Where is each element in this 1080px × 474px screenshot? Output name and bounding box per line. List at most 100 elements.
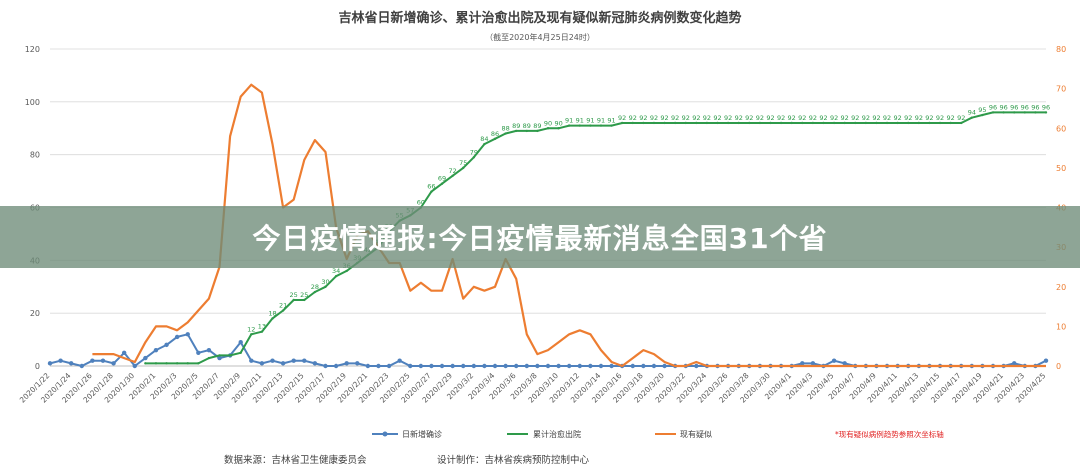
cured-point: [1023, 111, 1027, 114]
cured-point: [462, 166, 465, 170]
cured-data-label: 92: [830, 114, 838, 122]
daily-new-point: [662, 363, 667, 369]
cured-data-label: 92: [703, 114, 711, 122]
daily-new-point: [461, 363, 466, 369]
daily-new-point: [323, 363, 328, 369]
cured-data-label: 79: [470, 148, 478, 156]
cured-point: [483, 142, 486, 146]
y-left-tick-label: 120: [25, 45, 40, 54]
cured-point: [779, 121, 783, 125]
cured-data-label: 92: [618, 114, 626, 122]
cured-data-label: 92: [660, 114, 668, 122]
daily-new-point: [143, 355, 148, 361]
footer-source: 数据来源：吉林省卫生健康委员会: [224, 454, 367, 466]
daily-new-point: [694, 363, 699, 369]
cured-point: [716, 121, 719, 125]
daily-new-point: [164, 342, 169, 348]
cured-data-label: 92: [682, 114, 690, 122]
cured-data-label: 91: [576, 117, 584, 125]
cured-point: [769, 121, 772, 125]
cured-data-label: 84: [480, 135, 488, 143]
daily-new-point: [630, 363, 635, 369]
cured-point: [960, 121, 963, 125]
cured-data-label: 92: [724, 114, 732, 122]
daily-new-point: [577, 363, 582, 369]
daily-new-point: [408, 363, 413, 369]
daily-new-point: [450, 363, 455, 369]
cured-data-label: 92: [713, 114, 721, 122]
cured-data-label: 86: [491, 130, 499, 138]
cured-data-label: 89: [523, 122, 531, 130]
headline-banner: 今日疫情通报:今日疫情最新消息全国31个省: [0, 206, 1080, 268]
daily-new-point: [588, 363, 593, 369]
daily-new-point: [333, 363, 339, 369]
cured-point: [854, 121, 857, 125]
series-line-2: [92, 83, 1046, 368]
cured-data-label: 89: [533, 122, 541, 130]
cured-data-label: 92: [894, 114, 902, 122]
cured-data-label: 92: [915, 114, 923, 122]
daily-new-point: [280, 361, 286, 366]
cured-data-label: 92: [650, 114, 658, 122]
cured-point: [917, 121, 921, 125]
cured-point: [673, 121, 677, 125]
daily-new-point: [355, 361, 360, 366]
cured-data-label: 92: [629, 114, 637, 122]
daily-new-point: [566, 363, 572, 369]
cured-data-label: 89: [512, 122, 520, 130]
daily-new-point: [598, 363, 604, 369]
cured-data-label: 96: [989, 103, 997, 111]
cured-point: [197, 362, 200, 365]
daily-new-point: [1043, 358, 1049, 363]
daily-new-point: [249, 358, 254, 363]
cured-point: [472, 156, 476, 159]
daily-new-point: [609, 363, 614, 369]
legend-marker-daily-new: [382, 431, 388, 437]
daily-new-point: [302, 358, 307, 363]
cured-point: [292, 298, 295, 302]
headline-text: 今日疫情通报:今日疫情最新消息全国31个省: [252, 222, 828, 255]
cured-data-label: 92: [946, 114, 954, 122]
daily-new-point: [429, 363, 434, 369]
cured-data-label: 92: [788, 114, 796, 122]
cured-data-label: 91: [597, 117, 605, 125]
cured-point: [271, 317, 274, 320]
cured-data-label: 69: [438, 175, 446, 183]
cured-data-label: 72: [448, 167, 456, 175]
chart-subtitle: （截至2020年4月25日24时）: [485, 32, 595, 42]
cured-data-label: 92: [862, 114, 870, 122]
cured-point: [504, 132, 507, 135]
cured-point: [1013, 111, 1016, 114]
daily-new-point: [439, 363, 445, 369]
cured-data-label: 92: [798, 114, 806, 122]
daily-new-point: [312, 361, 318, 366]
cured-point: [589, 124, 592, 127]
cured-point: [758, 121, 762, 125]
daily-new-point: [524, 363, 530, 369]
cured-point: [896, 121, 899, 125]
cured-point: [726, 121, 730, 125]
cured-data-label: 12: [247, 325, 255, 333]
y-left-tick-label: 80: [30, 151, 40, 160]
cured-point: [737, 121, 740, 125]
daily-new-point: [641, 363, 646, 369]
daily-new-point: [365, 363, 371, 369]
cured-point: [186, 362, 189, 365]
cured-data-label: 91: [586, 117, 594, 125]
y-right-tick-label: 10: [1056, 322, 1066, 331]
daily-new-point: [397, 358, 402, 363]
daily-new-point: [68, 361, 74, 366]
cured-point: [875, 121, 878, 125]
cured-point: [546, 127, 550, 130]
daily-new-point: [132, 363, 137, 369]
daily-new-point: [217, 355, 222, 361]
daily-new-point: [153, 347, 159, 353]
daily-new-point: [90, 358, 95, 363]
cured-point: [843, 121, 846, 125]
cured-data-label: 91: [565, 117, 573, 125]
daily-new-point: [831, 358, 837, 363]
daily-new-point: [503, 363, 508, 369]
cured-data-label: 96: [1010, 103, 1018, 111]
daily-new-point: [810, 361, 816, 366]
cured-data-label: 34: [332, 267, 340, 275]
